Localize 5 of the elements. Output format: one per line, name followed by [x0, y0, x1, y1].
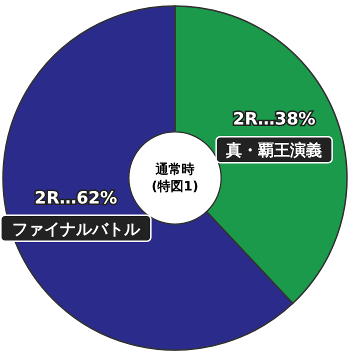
data-label: 2R…62%: [34, 188, 118, 208]
slice-label: 真・覇王演義: [225, 140, 322, 160]
slice-label: ファイナルバトル: [12, 219, 141, 238]
data-label: 2R…38%: [232, 110, 316, 130]
text: 通常時 (特図1): [152, 162, 198, 194]
